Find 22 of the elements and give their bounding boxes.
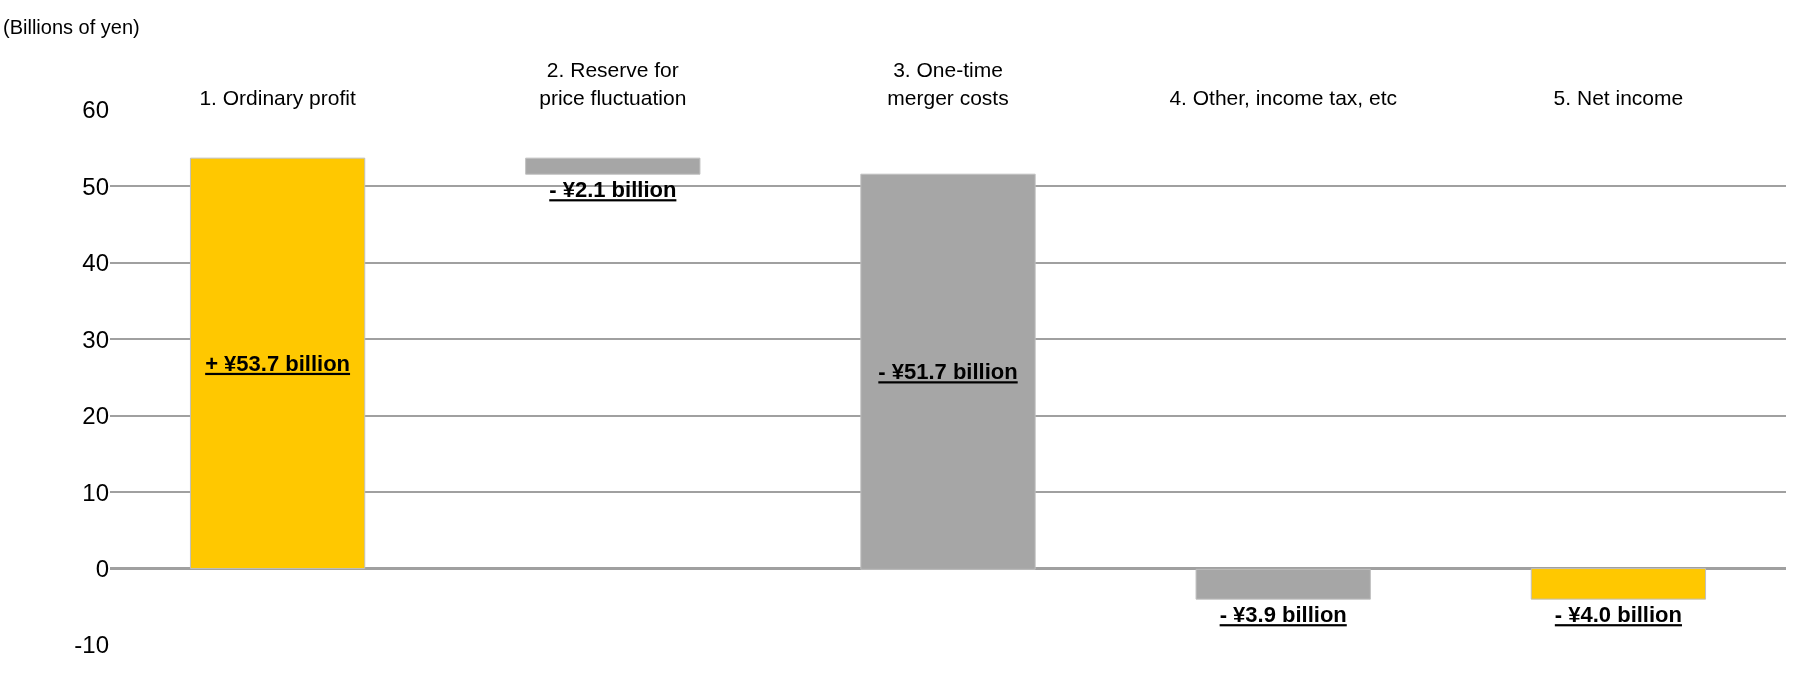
- x-tick-label: 2. Reserve for price fluctuation: [539, 58, 687, 109]
- y-tick-label: -10: [74, 631, 109, 659]
- y-tick-label: 40: [82, 249, 109, 277]
- x-tick-label: 4. Other, income tax, etc: [1169, 85, 1397, 109]
- x-tick-label: 3. One-time merger costs: [887, 58, 1009, 109]
- y-tick-label: 50: [82, 172, 109, 200]
- data-label: - ¥4.0 billion: [1554, 602, 1682, 628]
- y-tick-label: 30: [82, 325, 109, 353]
- data-label: + ¥53.7 billion: [205, 350, 351, 376]
- bar: [189, 157, 366, 570]
- bar: [1530, 568, 1707, 600]
- data-label: - ¥2.1 billion: [549, 177, 677, 203]
- y-tick-label: 10: [82, 478, 109, 506]
- data-label: - ¥51.7 billion: [878, 359, 1018, 385]
- x-tick-label: 1. Ordinary profit: [199, 85, 356, 109]
- y-tick-label: 0: [95, 554, 109, 582]
- bar: [525, 157, 701, 175]
- y-tick-label: 20: [82, 402, 109, 430]
- y-tick-label: 60: [82, 96, 109, 124]
- y-axis-title: (Billions of yen): [3, 16, 140, 38]
- x-tick-label: 5. Net income: [1553, 85, 1684, 109]
- data-label: - ¥3.9 billion: [1219, 602, 1347, 628]
